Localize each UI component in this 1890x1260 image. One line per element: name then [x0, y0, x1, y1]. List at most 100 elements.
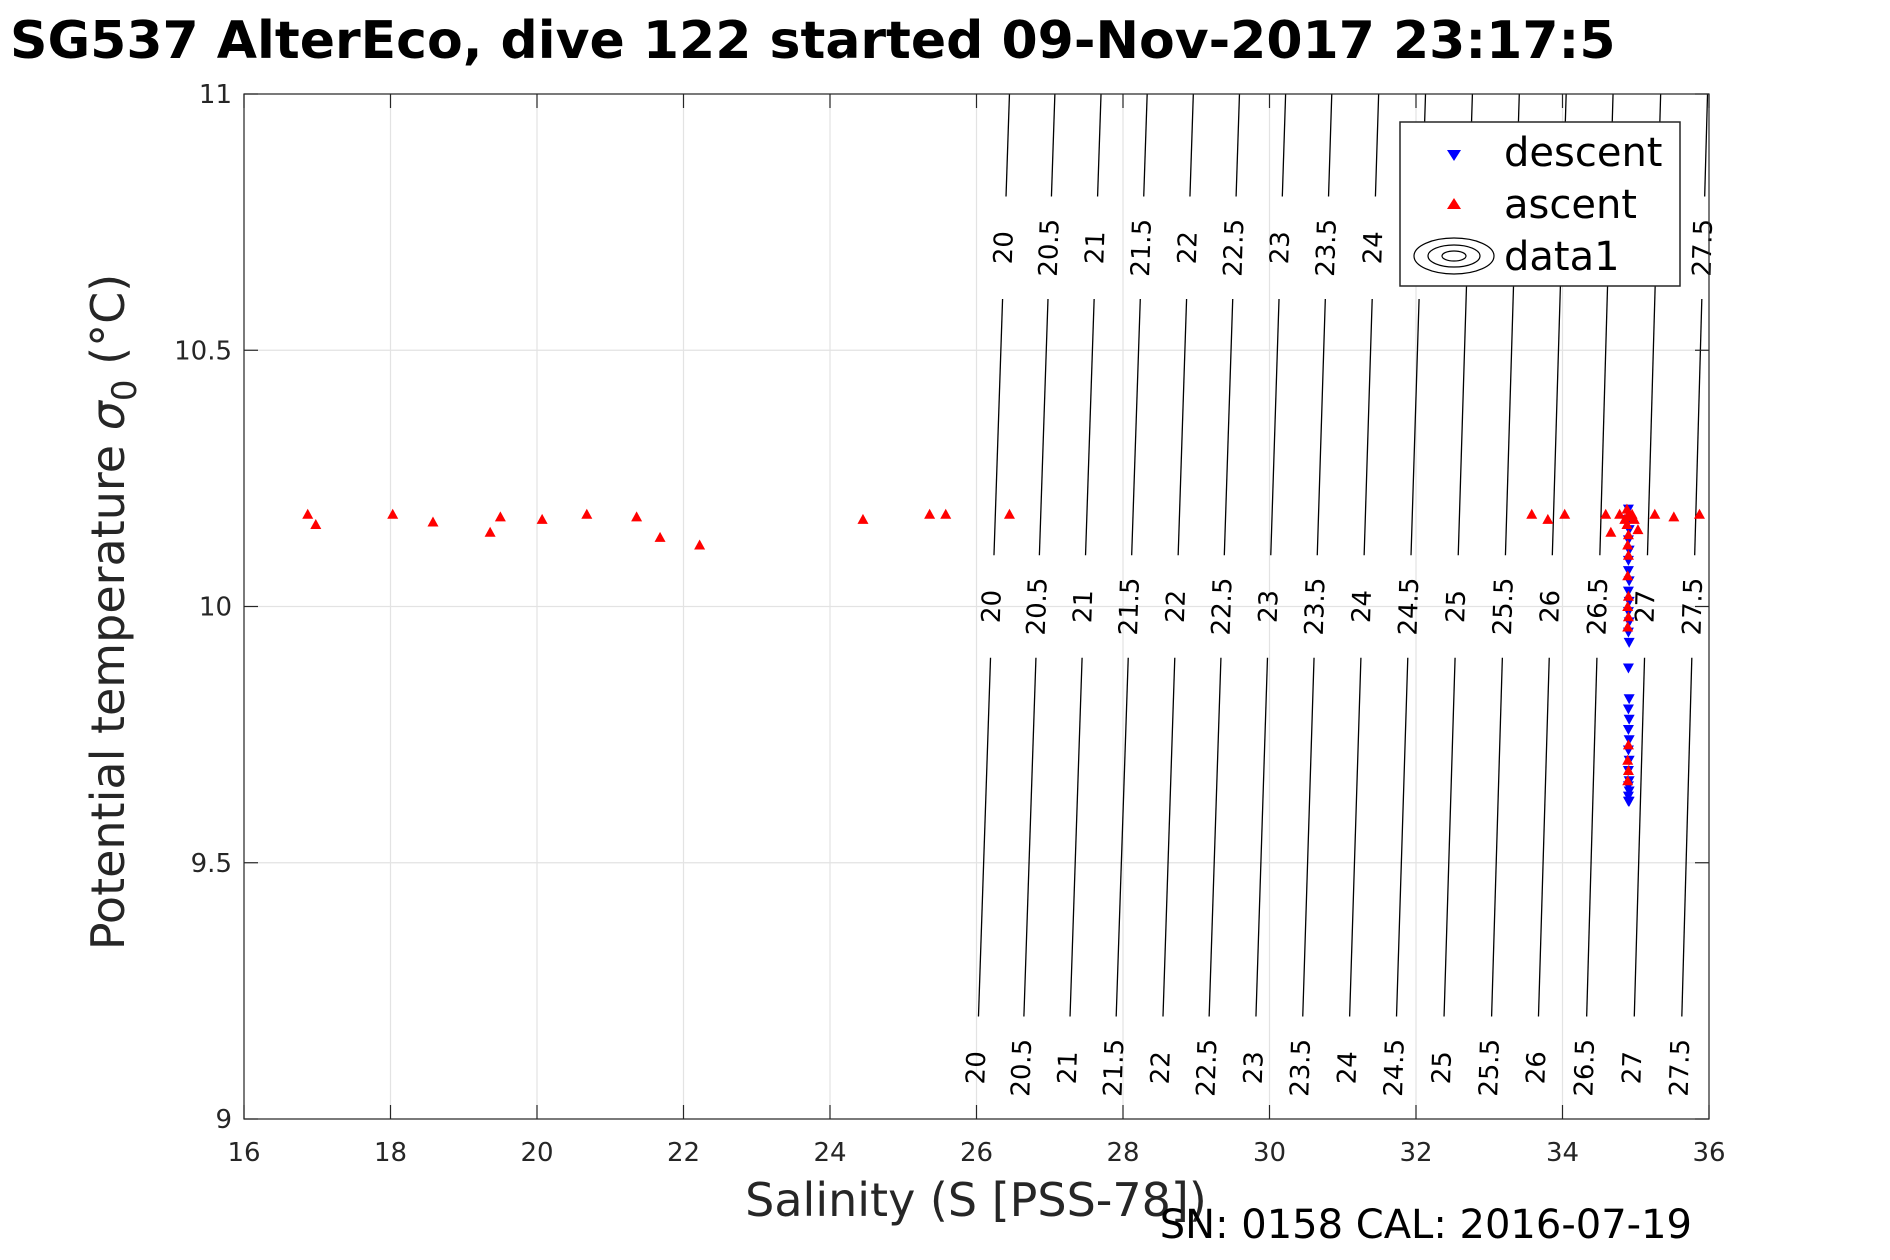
- contour-line: [1395, 657, 1409, 1017]
- contour-line: [1223, 298, 1234, 556]
- x-tick-label: 20: [520, 1138, 553, 1168]
- contour-label: 23: [1239, 1051, 1270, 1085]
- contour-line: [1694, 298, 1703, 556]
- point-ascent: [302, 508, 314, 519]
- contour-line: [1681, 657, 1693, 1017]
- contour-line: [1374, 93, 1380, 197]
- legend-ascent-label: ascent: [1504, 182, 1637, 228]
- contour-label: 20: [989, 231, 1020, 265]
- contour-label: 22: [1161, 589, 1192, 623]
- contour-21.5: 21.5 21.5 21.5: [1099, 93, 1158, 1097]
- y-axis-label-subscript: 0: [105, 379, 145, 401]
- contour-label: 26: [1521, 1051, 1552, 1085]
- point-descent: [1622, 796, 1634, 807]
- x-tick-label: 26: [960, 1138, 993, 1168]
- contour-label: 22.5: [1192, 1038, 1224, 1097]
- contour-line: [1255, 657, 1269, 1017]
- contour-20.5: 20.5 20.5 20.5: [1006, 93, 1066, 1097]
- contour-label: 23.5: [1285, 1038, 1317, 1097]
- contour-24: 24 24 24: [1333, 93, 1389, 1085]
- point-ascent: [1622, 601, 1634, 611]
- point-descent: [1622, 791, 1634, 802]
- contour-label: 23.5: [1300, 577, 1332, 636]
- contour-line: [1131, 298, 1141, 556]
- data-points: [302, 503, 1705, 807]
- y-tick-label: 9.5: [191, 849, 232, 879]
- x-tick-label: 34: [1546, 1138, 1579, 1168]
- contour-line: [1537, 657, 1550, 1017]
- contour-label: 21.5: [1099, 1038, 1131, 1097]
- contour-line: [1177, 298, 1188, 556]
- chart-title: SG537 AlterEco, dive 122 started 09-Nov-…: [10, 11, 1616, 71]
- contour-label: 23: [1254, 589, 1285, 623]
- point-ascent: [581, 508, 593, 519]
- contour-label: 27.5: [1687, 218, 1719, 277]
- contour-line: [977, 657, 992, 1017]
- contour-label: 22: [1146, 1051, 1177, 1085]
- y-axis-label-prefix: Potential temperature: [81, 430, 135, 950]
- contour-line: [1069, 657, 1083, 1017]
- contour-label: 21: [1068, 589, 1099, 623]
- point-ascent: [1622, 539, 1634, 550]
- point-ascent: [857, 513, 869, 524]
- point-ascent: [1622, 621, 1634, 632]
- contour-label: 21.5: [1126, 218, 1158, 277]
- point-ascent: [1542, 513, 1554, 524]
- point-ascent: [1622, 765, 1634, 775]
- legend-data1-label: data1: [1504, 234, 1620, 280]
- x-tick-label: 22: [667, 1138, 700, 1168]
- contour-label: 23: [1265, 231, 1296, 265]
- contour-line: [1084, 298, 1095, 556]
- contour-line: [1143, 93, 1148, 197]
- point-ascent: [654, 531, 666, 542]
- legend-descent-marker: [1447, 150, 1461, 161]
- point-ascent: [1622, 754, 1634, 765]
- y-tick-label: 10: [199, 593, 232, 623]
- legend-descent-label: descent: [1504, 130, 1662, 176]
- contour-20: 20 20 20: [961, 93, 1020, 1085]
- contour-label: 21.5: [1114, 577, 1146, 636]
- contour-line: [1490, 657, 1504, 1017]
- point-ascent: [1559, 508, 1571, 519]
- contour-label: 20.5: [1022, 577, 1054, 636]
- contour-label: 25.5: [1488, 577, 1520, 636]
- contour-label: 20.5: [1034, 218, 1066, 277]
- y-tick-label: 9: [215, 1105, 232, 1135]
- legend-box: [1399, 121, 1681, 287]
- point-ascent: [494, 511, 506, 522]
- point-ascent: [1622, 611, 1634, 622]
- contour-line: [1162, 657, 1176, 1017]
- y-axis: 9 9.5 10 10.5 11: [174, 80, 1709, 1135]
- x-axis-label: Salinity (S [PSS-78]): [745, 1173, 1207, 1227]
- point-descent: [1622, 725, 1634, 735]
- contour-label: 24: [1347, 589, 1378, 623]
- legend: descent ascent data1: [1399, 121, 1681, 287]
- contour-line: [1327, 93, 1333, 197]
- contour-line: [1704, 93, 1709, 197]
- contour-label: 27.5: [1665, 1038, 1697, 1097]
- legend-contour-icon: [1413, 237, 1495, 275]
- point-ascent: [1622, 775, 1634, 786]
- point-ascent: [1526, 508, 1538, 519]
- contour-label: 23.5: [1311, 218, 1343, 277]
- contour-25: 25 25: [1427, 93, 1474, 1085]
- contour-label: 25: [1441, 590, 1472, 624]
- point-descent: [1623, 637, 1635, 648]
- contour-label: 24.5: [1379, 1038, 1411, 1097]
- point-descent: [1622, 663, 1634, 674]
- contour-label: 22.5: [1207, 577, 1239, 636]
- y-axis-label: Potential temperature σ0 (°C): [81, 274, 145, 950]
- contour-line: [1115, 657, 1129, 1017]
- contour-line: [1281, 93, 1287, 197]
- point-ascent: [1668, 511, 1680, 522]
- x-tick-label: 28: [1106, 1138, 1139, 1168]
- point-ascent: [387, 508, 399, 519]
- legend-ascent-marker: [1447, 198, 1461, 209]
- x-tick-label: 30: [1253, 1138, 1286, 1168]
- point-ascent: [1649, 508, 1661, 519]
- contour-label: 24: [1333, 1051, 1364, 1085]
- point-ascent: [631, 511, 643, 522]
- contour-label: 22.5: [1218, 218, 1250, 277]
- contour-line: [1023, 657, 1037, 1017]
